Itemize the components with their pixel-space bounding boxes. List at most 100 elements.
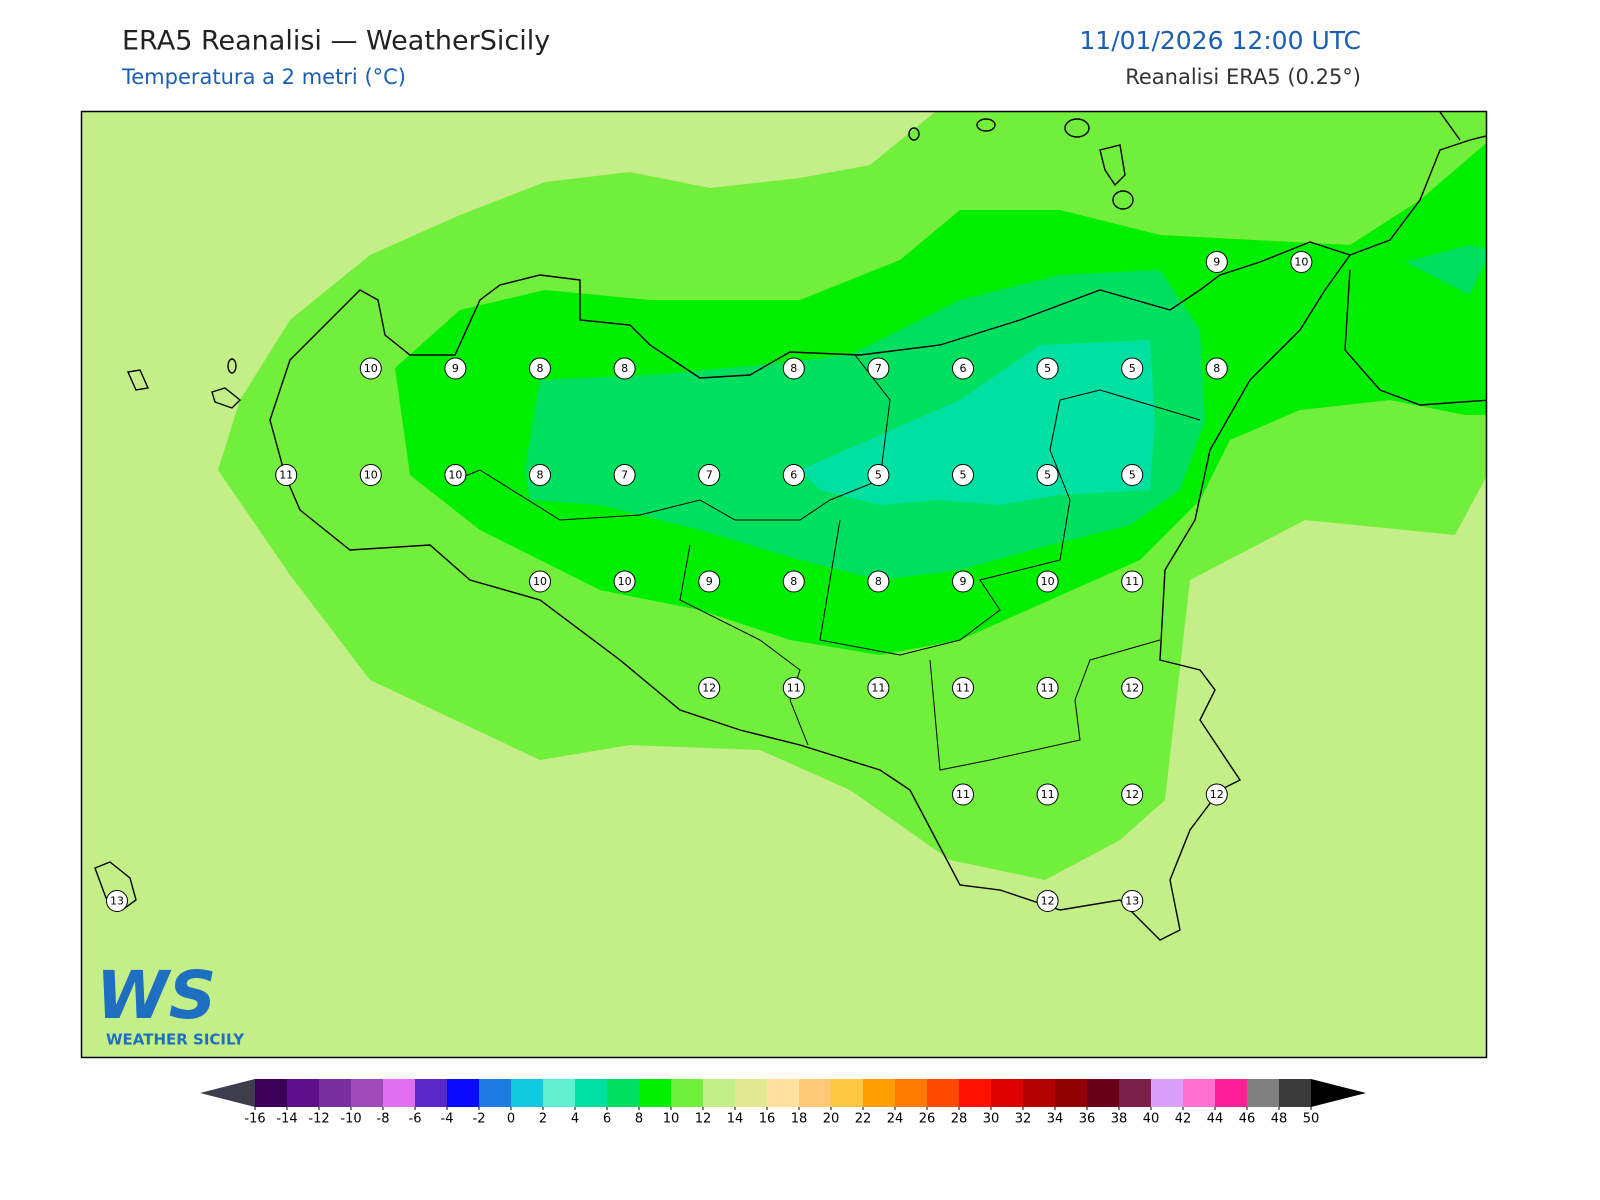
colorbar-cell (255, 1079, 288, 1107)
station: 13 (1121, 890, 1144, 912)
station-marker (698, 464, 721, 486)
station: 5 (1036, 464, 1059, 486)
station-value: 7 (706, 469, 713, 482)
station: 11 (782, 677, 805, 699)
colorbar-label: 2 (539, 1112, 547, 1127)
colorbar-cell (1087, 1079, 1120, 1107)
station-marker (867, 570, 890, 593)
colorbar-cell (831, 1079, 864, 1107)
colorbar-label: 6 (603, 1112, 611, 1127)
station-value: 12 (1125, 788, 1139, 801)
station: 9 (952, 570, 974, 593)
station: 10 (529, 570, 551, 593)
station: 9 (1205, 251, 1228, 273)
station-marker (1121, 464, 1144, 486)
station: 11 (1036, 677, 1059, 699)
subtitle: Temperatura a 2 metri (°C) (121, 65, 406, 89)
station-value: 12 (1210, 788, 1224, 801)
colorbar-cell (447, 1079, 480, 1107)
colorbar-label: 36 (1079, 1112, 1096, 1127)
colorbar-cell (1279, 1079, 1312, 1107)
field-4-6 (800, 340, 1155, 505)
station-value: 5 (1129, 469, 1136, 482)
colorbar-cell (863, 1079, 896, 1107)
colorbar-over (1311, 1079, 1366, 1107)
station-value: 8 (621, 362, 628, 375)
colorbar-cell (703, 1079, 736, 1107)
station-value: 8 (537, 469, 544, 482)
station: 11 (867, 677, 890, 699)
station-value: 5 (1044, 469, 1051, 482)
station-marker (782, 357, 805, 380)
logo-mark: WS (96, 957, 216, 1034)
station-marker (952, 783, 974, 806)
map: 9 10 10 9 8 8 8 7 6 5 5 8 11 10 10 8 7 7 6 5 5 5 5 10 10 9 8 8 9 10 11… (80, 110, 1488, 1059)
station: 7 (698, 464, 721, 486)
station: 8 (782, 357, 805, 380)
station-value: 6 (960, 362, 967, 375)
province-borders (454, 354, 1201, 771)
colorbar-cell (287, 1079, 320, 1107)
colorbar-cell (895, 1079, 928, 1107)
station: 12 (698, 677, 721, 699)
station-value: 10 (618, 575, 632, 588)
station-marker (1205, 251, 1228, 273)
colorbar-cell (927, 1079, 960, 1107)
station-value: 13 (110, 895, 124, 908)
station-marker (1205, 783, 1228, 806)
station: 11 (952, 783, 974, 806)
colorbar-cell (351, 1079, 384, 1107)
station-marker (529, 357, 551, 380)
station-value: 10 (1041, 575, 1055, 588)
colorbar-label: -12 (308, 1112, 329, 1127)
station-value: 9 (706, 575, 713, 588)
station: 8 (529, 464, 551, 486)
station-value: 8 (790, 362, 797, 375)
station-marker (1036, 570, 1059, 593)
colorbar-cell (959, 1079, 992, 1107)
station: 11 (952, 677, 974, 699)
station-value: 11 (787, 682, 801, 695)
station: 12 (1121, 677, 1144, 699)
title: ERA5 Reanalisi — WeatherSicily (122, 26, 550, 57)
station-marker (952, 464, 974, 486)
colorbar-cell (1151, 1079, 1184, 1107)
station-value: 5 (1044, 362, 1051, 375)
colorbar-cell (1215, 1079, 1248, 1107)
station-value: 6 (790, 469, 797, 482)
station-marker (529, 570, 551, 593)
station-value: 8 (537, 362, 544, 375)
colorbar-label: 24 (887, 1112, 904, 1127)
station-marker (782, 570, 805, 593)
station: 5 (1121, 357, 1144, 380)
station-value: 7 (875, 362, 882, 375)
station: 13 (106, 890, 128, 912)
station-marker (867, 357, 890, 380)
station: 5 (1036, 357, 1059, 380)
colorbar-cell (991, 1079, 1024, 1107)
station: 8 (867, 570, 890, 593)
station-marker (1290, 251, 1313, 273)
station-marker (698, 677, 721, 699)
colorbar-label: 38 (1111, 1112, 1128, 1127)
station-value: 12 (1041, 895, 1055, 908)
colorbar-label: -10 (340, 1112, 361, 1127)
logo-caption: WEATHER SICILY (106, 1031, 245, 1049)
colorbar-cell (1183, 1079, 1216, 1107)
colorbar-label: -2 (473, 1112, 486, 1127)
colorbar-cell (479, 1079, 512, 1107)
station-marker (359, 464, 382, 486)
station: 10 (444, 464, 467, 486)
station: 10 (1036, 570, 1059, 593)
source: Reanalisi ERA5 (0.25°) (1125, 65, 1361, 89)
station: 11 (1036, 783, 1059, 806)
station: 11 (1121, 570, 1144, 593)
colorbar-cell (671, 1079, 704, 1107)
station-value: 12 (702, 682, 716, 695)
station-marker (1036, 677, 1059, 699)
station-value: 5 (960, 469, 967, 482)
colorbar-label: 40 (1143, 1112, 1160, 1127)
station: 7 (867, 357, 890, 380)
colorbar-label: 12 (695, 1112, 712, 1127)
